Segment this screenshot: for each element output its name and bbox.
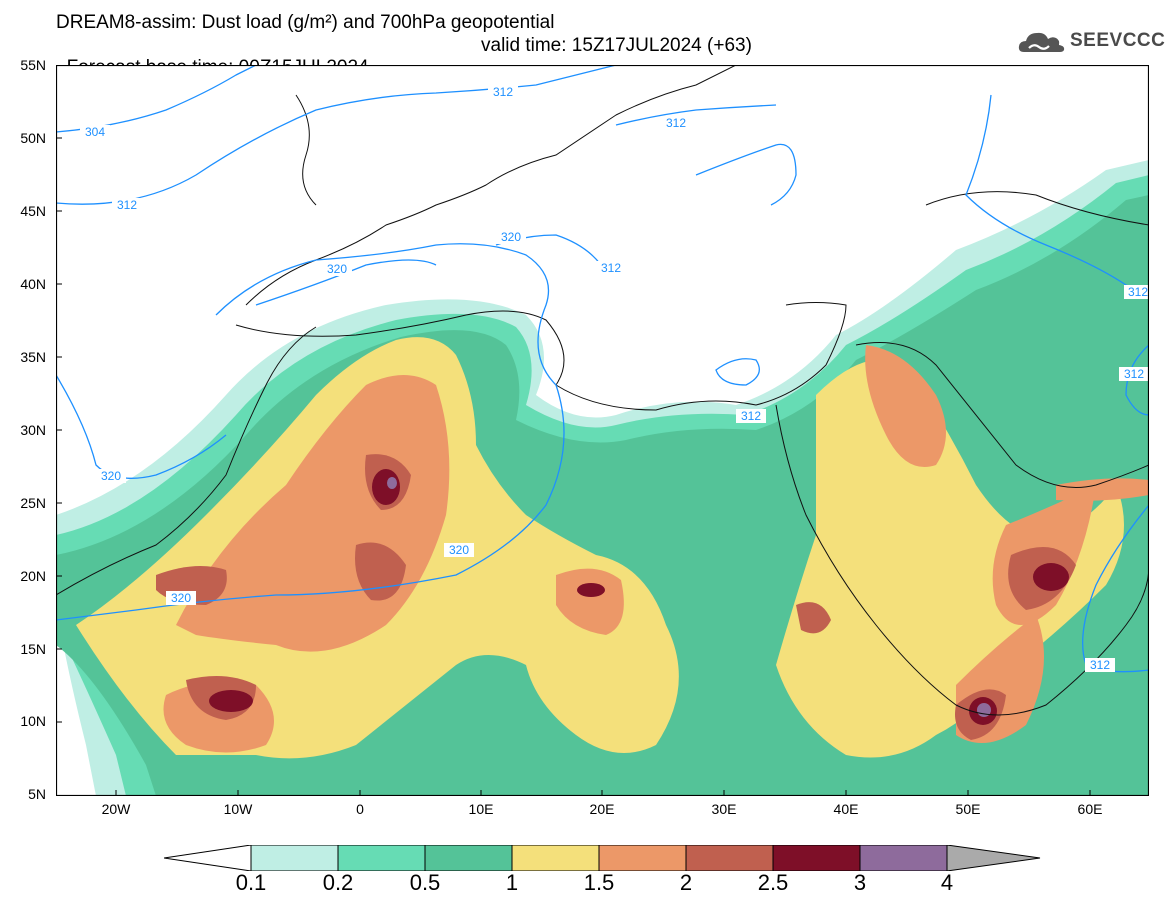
lat-label: 45N xyxy=(20,203,46,219)
map-title: DREAM8-assim: Dust load (g/m²) and 700hP… xyxy=(56,12,555,33)
lon-label: 20W xyxy=(101,801,131,817)
axis-ticks xyxy=(56,137,1091,796)
lat-label: 25N xyxy=(20,495,46,511)
colorbar-below-triangle xyxy=(164,845,252,871)
contour-label: 320 xyxy=(501,230,521,244)
colorbar-label: 4 xyxy=(940,870,954,895)
contour-label-box xyxy=(661,116,691,130)
colorbar-swatch xyxy=(250,845,339,871)
lon-label: 0 xyxy=(356,801,364,817)
dust-level-1-5 xyxy=(556,568,624,635)
lat-label: 50N xyxy=(20,130,46,146)
contour-label: 320 xyxy=(449,543,469,557)
lat-label: 40N xyxy=(20,276,46,292)
contour-label: 312 xyxy=(666,116,686,130)
contour-label: 312 xyxy=(493,85,513,99)
contour-label-box xyxy=(322,262,352,276)
colorbar-label: 0.5 xyxy=(409,870,441,895)
contour-label-box xyxy=(166,591,196,605)
contour-label-box xyxy=(1124,285,1149,299)
colorbar-label: 3 xyxy=(853,870,867,895)
colorbar-label: 0.1 xyxy=(235,870,267,895)
contour-label: 312 xyxy=(117,198,137,212)
lat-label: 15N xyxy=(20,641,46,657)
contour-label-box xyxy=(488,85,518,99)
contour-label: 312 xyxy=(601,261,621,275)
contour-label-box xyxy=(96,469,126,483)
contour-label-box xyxy=(736,409,766,423)
dust-level-1-5 xyxy=(1056,478,1149,501)
colorbar xyxy=(164,845,1041,871)
dust-level-3 xyxy=(1033,563,1069,591)
lon-label: 50E xyxy=(955,801,981,817)
dust-level-1-5 xyxy=(865,345,946,467)
contour-label: 320 xyxy=(327,262,347,276)
colorbar-label: 2 xyxy=(679,870,693,895)
dust-level-1 xyxy=(776,359,1124,758)
coastlines xyxy=(56,65,1149,716)
lat-label: 30N xyxy=(20,422,46,438)
lon-label: 60E xyxy=(1077,801,1103,817)
contour-label: 320 xyxy=(171,591,191,605)
contour-label: 304 xyxy=(85,125,105,139)
dust-level-3 xyxy=(372,469,400,505)
contour-label: 312 xyxy=(1090,658,1110,672)
dust-level-3 xyxy=(209,690,253,712)
lat-label: 35N xyxy=(20,349,46,365)
lat-label: 20N xyxy=(20,568,46,584)
lat-label: 10N xyxy=(20,713,46,729)
lon-label: 10W xyxy=(223,801,253,817)
contour-label-box xyxy=(496,230,526,244)
dust-level-3 xyxy=(577,583,605,597)
cloud-icon xyxy=(1018,32,1065,52)
colorbar-swatch xyxy=(337,845,426,871)
colorbar-label: 1 xyxy=(505,870,519,895)
lat-label: 55N xyxy=(20,57,46,73)
contour-labels: 304 312 312 312 320 320 320 320 320 312 … xyxy=(80,85,1149,672)
dust-level-2 xyxy=(796,602,831,634)
contour-label-box xyxy=(444,543,474,557)
colorbar-swatch xyxy=(772,845,861,871)
lat-label: 5N xyxy=(28,786,46,802)
colorbar-label: 1.5 xyxy=(583,870,615,895)
colorbar-swatch xyxy=(859,845,948,871)
lon-label: 10E xyxy=(468,801,494,817)
dust-field xyxy=(56,160,1149,796)
contour-label-box xyxy=(80,125,110,139)
dust-level-4 xyxy=(387,477,397,489)
contour-label: 312 xyxy=(741,409,761,423)
colorbar-above-triangle xyxy=(946,845,1041,871)
contour-label-box xyxy=(1119,367,1149,381)
colorbar-swatch xyxy=(685,845,774,871)
seevccc-logo: SEEVCCC xyxy=(1018,28,1165,56)
colorbar-swatch xyxy=(424,845,513,871)
colorbar-swatch xyxy=(511,845,600,871)
lon-label: 30E xyxy=(711,801,737,817)
valid-time: valid time: 15Z17JUL2024 (+63) xyxy=(481,35,752,56)
colorbar-label: 0.2 xyxy=(322,870,354,895)
dust-load-map: 304 312 312 312 320 320 320 320 320 312 … xyxy=(56,65,1149,796)
colorbar-label: 2.5 xyxy=(757,870,789,895)
logo-text: SEEVCCC xyxy=(1070,30,1165,51)
contour-label: 312 xyxy=(1124,367,1144,381)
lon-label: 40E xyxy=(833,801,859,817)
colorbar-swatch xyxy=(598,845,687,871)
contour-label: 312 xyxy=(1128,285,1148,299)
contour-label: 320 xyxy=(101,469,121,483)
lon-label: 20E xyxy=(589,801,615,817)
contour-label-box xyxy=(1085,658,1115,672)
contour-label-box xyxy=(112,198,142,212)
contour-label-box xyxy=(596,261,626,275)
